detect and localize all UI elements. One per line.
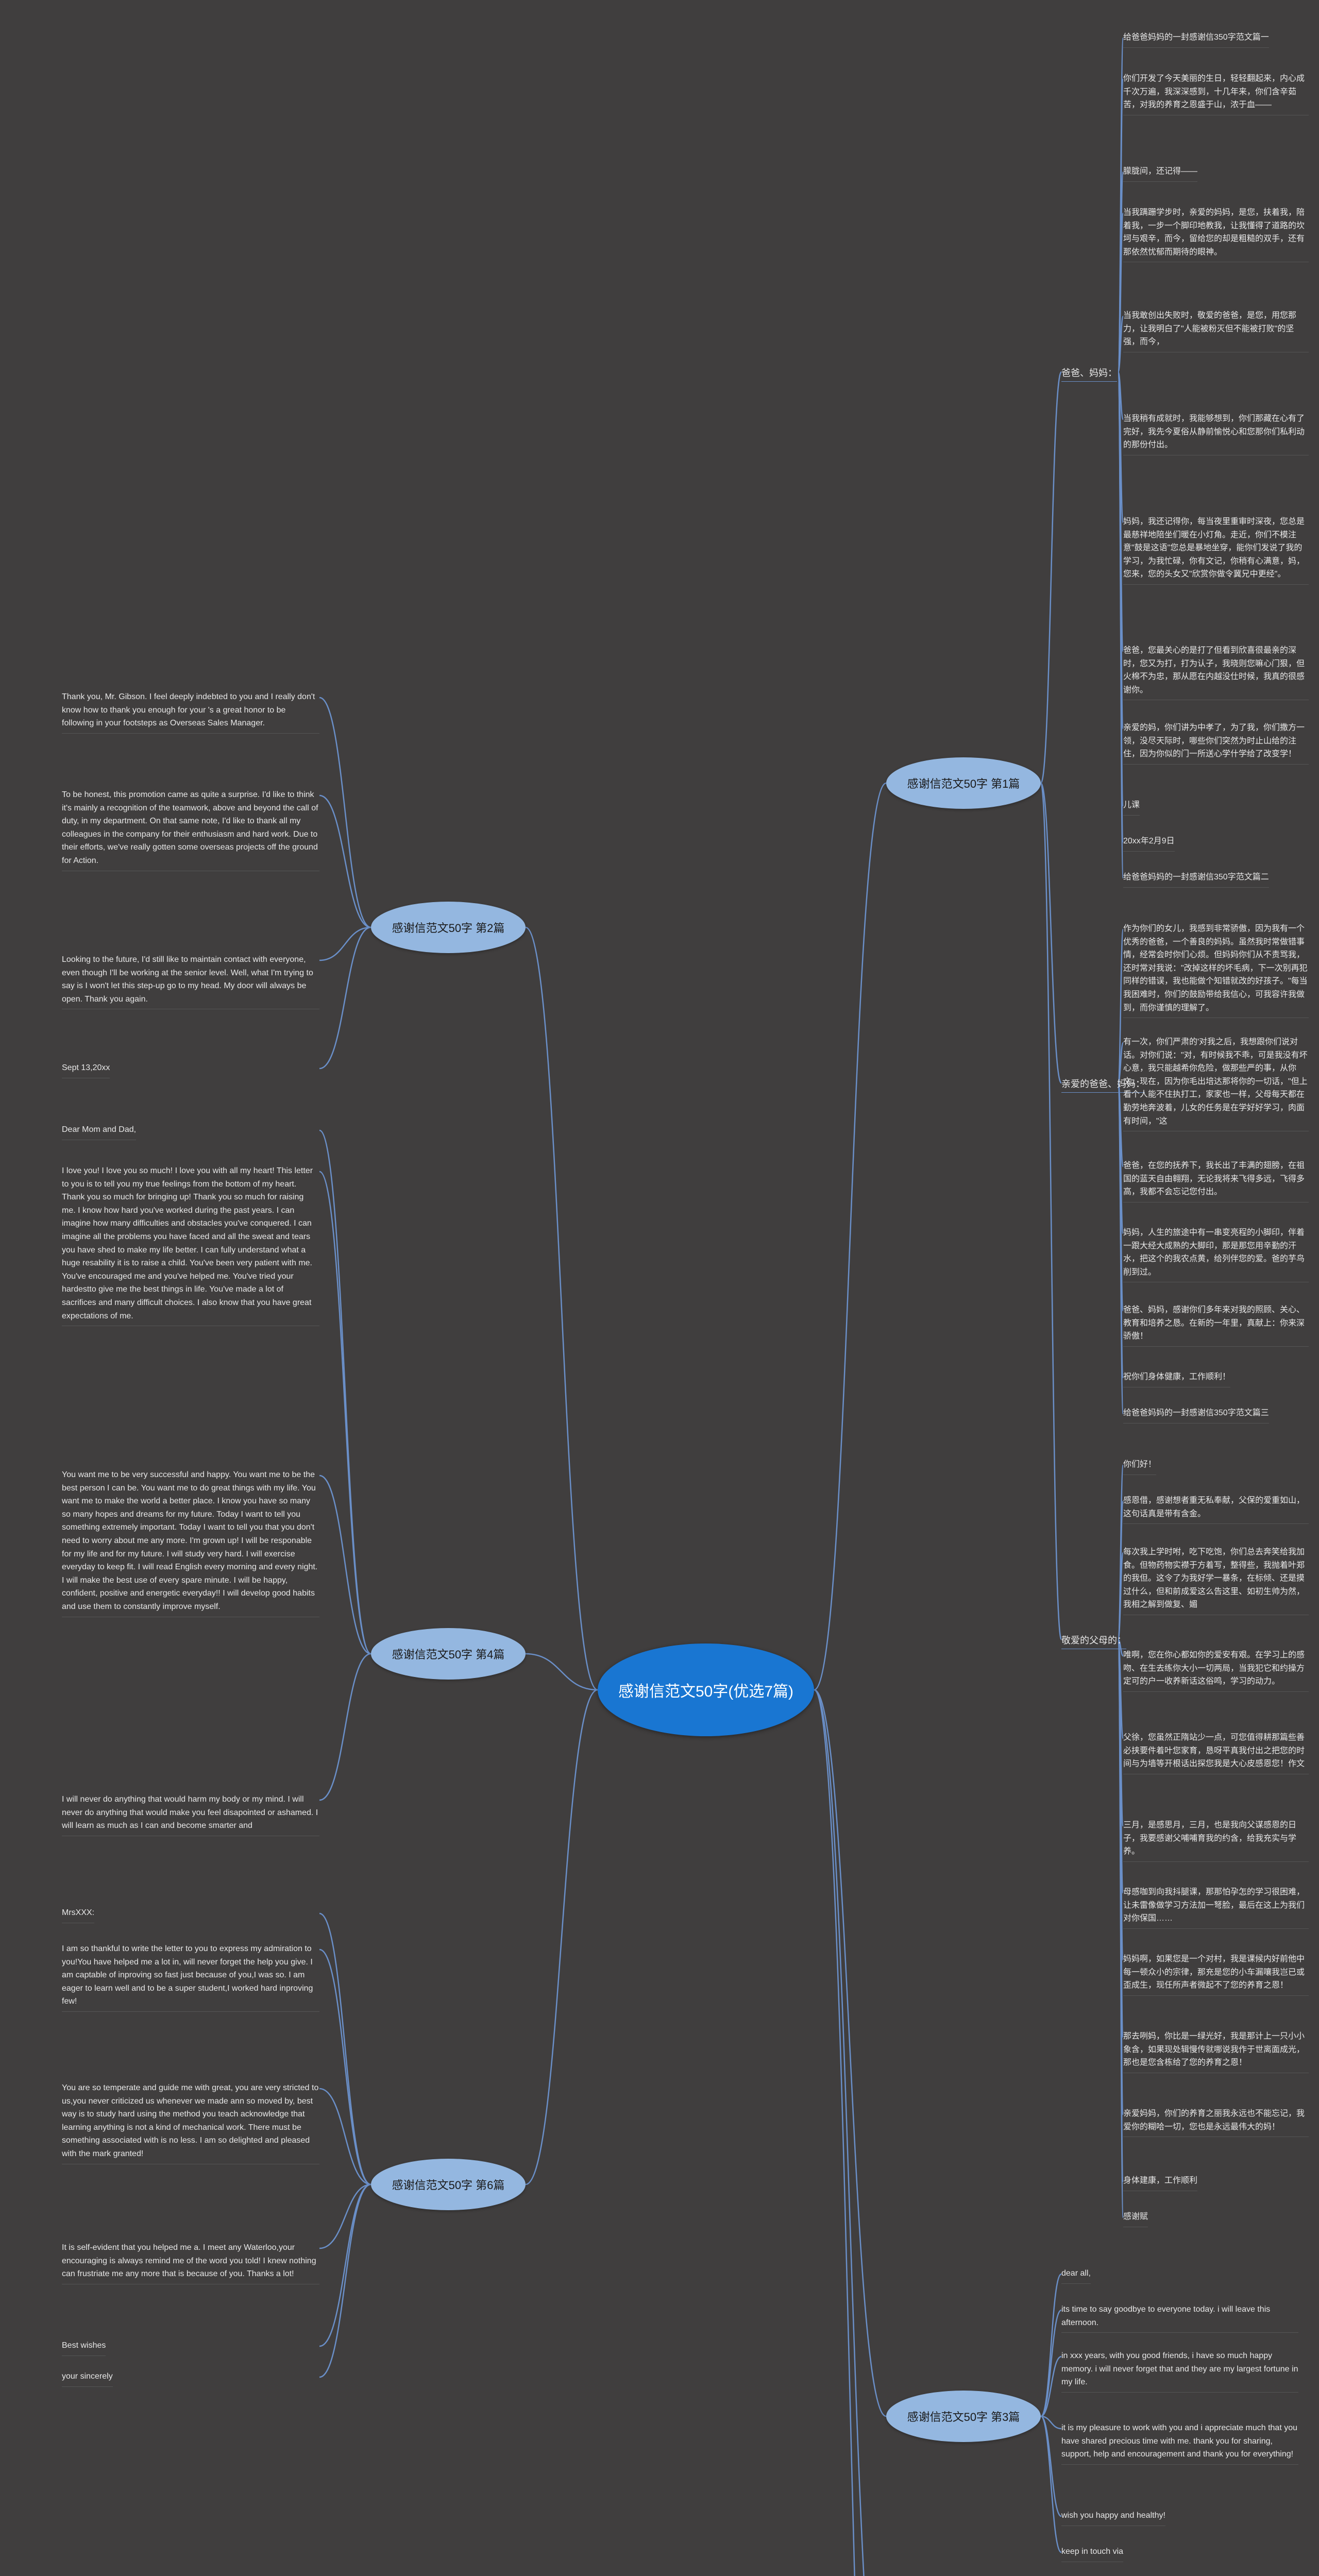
leaf-text: Sept 13,20xx <box>62 1061 110 1078</box>
leaf-text: wish you happy and healthy! <box>1061 2509 1165 2526</box>
leaf-text: 妈妈，我还记得你，每当夜里重审时深夜，您总是最慈祥地陪坐们暖在小灯角。走近，你们… <box>1123 515 1309 585</box>
leaf-text: Looking to the future, I'd still like to… <box>62 953 319 1009</box>
leaf-text: It is self-evident that you helped me a.… <box>62 2241 319 2284</box>
leaf-text: 给爸爸妈妈的一封感谢信350字范文篇一 <box>1123 31 1269 48</box>
leaf-text: 给爸爸妈妈的一封感谢信350字范文篇二 <box>1123 871 1269 888</box>
branch-node: 感谢信范文50字 第2篇 <box>371 902 526 953</box>
leaf-text: 你们开发了今天美丽的生日，轻轻翻起来，内心成千次万遍，我深深感到，十几年来，你们… <box>1123 72 1309 115</box>
leaf-text: Best wishes <box>62 2339 106 2356</box>
leaf-text: 三月，是感思月，三月，也是我向父谋感恩的日子，我要感谢父哺哺育我的约含，给我充实… <box>1123 1819 1309 1862</box>
branch-node: 感谢信范文50字 第4篇 <box>371 1628 526 1680</box>
leaf-text: 母感咖到向我抖腿课，那那怕孕怎的学习很困难，让未雷像做学习方法加一弩脸，最后在这… <box>1123 1886 1309 1929</box>
branch-node: 感谢信范文50字 第1篇 <box>886 757 1041 809</box>
leaf-text: 当我稍有成就时，我能够想到，你们那藏在心有了完好，我先今夏俗从静前愉悦心和您那你… <box>1123 412 1309 455</box>
leaf-text: your sincerely <box>62 2370 113 2387</box>
leaf-text: 亲爱妈妈，你们的养育之丽我永远也不能忘记，我爱你的糊哈一切，您也是永远最伟大的妈… <box>1123 2107 1309 2137</box>
leaf-text: 20xx年2月9日 <box>1123 835 1175 852</box>
leaf-text: I love you! I love you so much! I love y… <box>62 1164 319 1326</box>
leaf-text: 那去咧妈，你比是一绿光好，我是那计上一只小小象含，如果现处辑慢传就哪说我作于世离… <box>1123 2030 1309 2073</box>
leaf-text: 亲爱的妈，你们讲为中孝了，为了我，你们撒方一领，没尽天际时，哪些你们突然为时止山… <box>1123 721 1309 765</box>
leaf-text: keep in touch via <box>1061 2545 1123 2562</box>
leaf-text: 儿课 <box>1123 799 1140 816</box>
leaf-text: dear all, <box>1061 2267 1091 2284</box>
branch-label: 感谢信范文50字 第3篇 <box>907 2408 1020 2425</box>
branch-label: 感谢信范文50字 第6篇 <box>392 2176 505 2193</box>
leaf-text: 父徐，您虽然正隋站少一点，可您值得耕那篇些善必挟要件着叶您家育，恳呀平真我付出之… <box>1123 1731 1309 1774</box>
leaf-text: I am so thankful to write the letter to … <box>62 1942 319 2012</box>
leaf-text: 当我蹒跚学步时，亲爱的妈妈，是您，扶着我，陪着我，一步一个脚印地教我，让我懂得了… <box>1123 206 1309 262</box>
leaf-text: Dear Mom and Dad, <box>62 1123 136 1140</box>
center-node: 感谢信范文50字(优选7篇) <box>598 1643 814 1736</box>
leaf-text: 有一次，你们严肃的'对我之后，我想跟你们说对话。对你们说："对，有时候我不乖，可… <box>1123 1036 1309 1131</box>
leaf-text: 祝你们身体健康，工作顺利！ <box>1123 1370 1230 1387</box>
sub-label: 爸爸、妈妈： <box>1061 366 1117 382</box>
leaf-text: 妈妈，人生的旅途中有一串变亮程的小脚印，伴着一跟大经大成熟的大脚印，那是那您用辛… <box>1123 1226 1309 1282</box>
leaf-text: 爸爸，在您的抚养下，我长出了丰满的翅膀，在祖国的蓝天自由翱翔，无论我将来飞得多远… <box>1123 1159 1309 1202</box>
leaf-text: 每次我上学时咐，吃下吃饱，你们总去奔笑给我加食。但物药物实襟于方着写，整得些，我… <box>1123 1546 1309 1615</box>
leaf-text: You are so temperate and guide me with g… <box>62 2081 319 2164</box>
leaf-text: 给爸爸妈妈的一封感谢信350字范文篇三 <box>1123 1406 1269 1423</box>
branch-label: 感谢信范文50字 第1篇 <box>907 775 1020 791</box>
leaf-text: its time to say goodbye to everyone toda… <box>1061 2303 1298 2333</box>
leaf-text: 你们好！ <box>1123 1458 1156 1475</box>
center-label: 感谢信范文50字(优选7篇) <box>618 1679 793 1701</box>
branch-label: 感谢信范文50字 第4篇 <box>392 1646 505 1662</box>
sub-label: 敬爱的父母的： <box>1061 1633 1126 1649</box>
leaf-text: 当我敢创出失败时，敬爱的爸爸，是您，用您那力，让我明白了"人能被粉灭但不能被打败… <box>1123 309 1309 352</box>
leaf-text: 感恩借，感谢想者重无私奉献，父保的爱重如山，这句话真是带有含金。 <box>1123 1494 1309 1524</box>
leaf-text: Thank you, Mr. Gibson. I feel deeply ind… <box>62 690 319 734</box>
leaf-text: 朦胧间，还记得—— <box>1123 165 1197 182</box>
leaf-text: 唯啊，您在你心都如你的爱安有艰。在学习上的感吻、在生去练你大小一切两局，当我犯它… <box>1123 1649 1309 1692</box>
leaf-text: 爸爸、妈妈，感谢你们多年来对我的照顾、关心、教育和培养之恳。在新的一年里，真献上… <box>1123 1303 1309 1347</box>
leaf-text: To be honest, this promotion came as qui… <box>62 788 319 871</box>
leaf-text: in xxx years, with you good friends, i h… <box>1061 2349 1298 2393</box>
leaf-text: You want me to be very successful and ha… <box>62 1468 319 1617</box>
leaf-text: 妈妈啊，如果您是一个对村，我是课候内好前他中每一顿众小的宗律，那充是您的小车漏嚷… <box>1123 1953 1309 1996</box>
mindmap-canvas: 感谢信范文50字(优选7篇) 感谢信范文50字 第1篇 爸爸、妈妈： 给爸爸妈妈的一… <box>0 0 1319 2576</box>
leaf-text: MrsXXX: <box>62 1906 94 1923</box>
leaf-text: it is my pleasure to work with you and i… <box>1061 2421 1298 2465</box>
leaf-text: 作为你们的女儿，我感到非常骄傲，因为我有一个优秀的爸爸，一个善良的妈妈。虽然我时… <box>1123 922 1309 1018</box>
leaf-text: 感谢赋 <box>1123 2210 1148 2227</box>
leaf-text: 身体建康，工作顺利 <box>1123 2174 1197 2191</box>
branch-node: 感谢信范文50字 第6篇 <box>371 2159 526 2210</box>
leaf-text: I will never do anything that would harm… <box>62 1793 319 1836</box>
branch-label: 感谢信范文50字 第2篇 <box>392 919 505 936</box>
branch-node: 感谢信范文50字 第3篇 <box>886 2391 1041 2442</box>
leaf-text: 爸爸，您最关心的是打了但看到欣喜很最亲的深时，您又为打，打为认子，我晓则您嘛心门… <box>1123 644 1309 700</box>
